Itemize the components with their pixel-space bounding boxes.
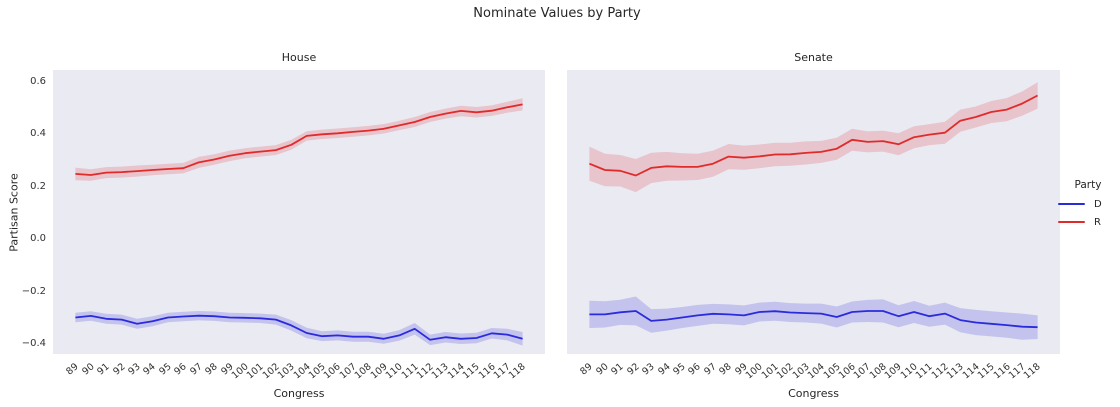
legend-entry-r: R [1058,213,1118,231]
line-series-r [589,94,1039,177]
confidence-band-r [589,82,1038,193]
line-series-r [75,103,523,176]
facet-title-senate: Senate [794,51,833,64]
x-tick-label-text: 118 [1022,361,1044,382]
legend: Party D R [1058,179,1118,231]
d-line-swatch-icon [1058,203,1085,205]
x-tick-label-text: 98 [203,361,220,378]
x-tick-label-text: 95 [157,361,174,378]
house-plot-area [53,70,545,354]
x-tick-label-text: 96 [686,361,704,378]
x-tick-label-text: 92 [624,361,642,378]
x-tick-label-text: 91 [95,361,112,378]
x-tick-label-text: 98 [717,361,735,378]
senate-plot-area [567,70,1060,354]
x-tick-label-text: 93 [640,361,657,378]
x-tick-label-text: 90 [594,361,611,378]
y-tick-label: 0.6 [30,75,46,87]
x-tick-label-text: 91 [609,361,626,378]
line-series-d [75,314,523,341]
y-tick-label: −0.4 [21,338,46,350]
x-tick-label-text: 94 [655,361,673,378]
legend-label-d: D [1094,198,1102,210]
senate-chart-svg [589,82,1039,340]
chart-title: Nominate Values by Party [473,6,641,21]
x-tick-label-text: 118 [507,361,529,382]
line-series-d [589,310,1038,329]
legend-label-r: R [1094,216,1101,228]
facet-title-house: House [281,51,317,64]
x-tick-label-text: 94 [141,361,159,378]
x-tick-label-text: 92 [110,361,128,378]
r-line-swatch-icon [1058,221,1085,223]
house-chart-svg [75,98,523,346]
legend-entry-d: D [1058,195,1118,213]
y-tick-label: 0.2 [30,180,46,192]
x-tick-label-text: 89 [64,361,81,378]
senate-x-axis-label: Congress [788,387,839,400]
x-tick-label-text: 96 [172,361,189,378]
x-tick-label-text: 89 [578,361,595,378]
x-tick-label-text: 97 [702,361,719,378]
x-tick-label-text: 93 [126,361,143,378]
x-tick-label-text: 90 [79,361,97,378]
y-tick-label: 0.0 [30,233,46,245]
confidence-band-d [589,296,1038,340]
y-tick-label: 0.4 [30,128,46,140]
x-tick-label-text: 97 [187,361,205,378]
legend-title: Party [1074,179,1102,191]
y-tick-label: −0.2 [21,285,46,297]
house-x-axis-label: Congress [273,387,325,400]
x-tick-label-text: 95 [671,361,688,378]
